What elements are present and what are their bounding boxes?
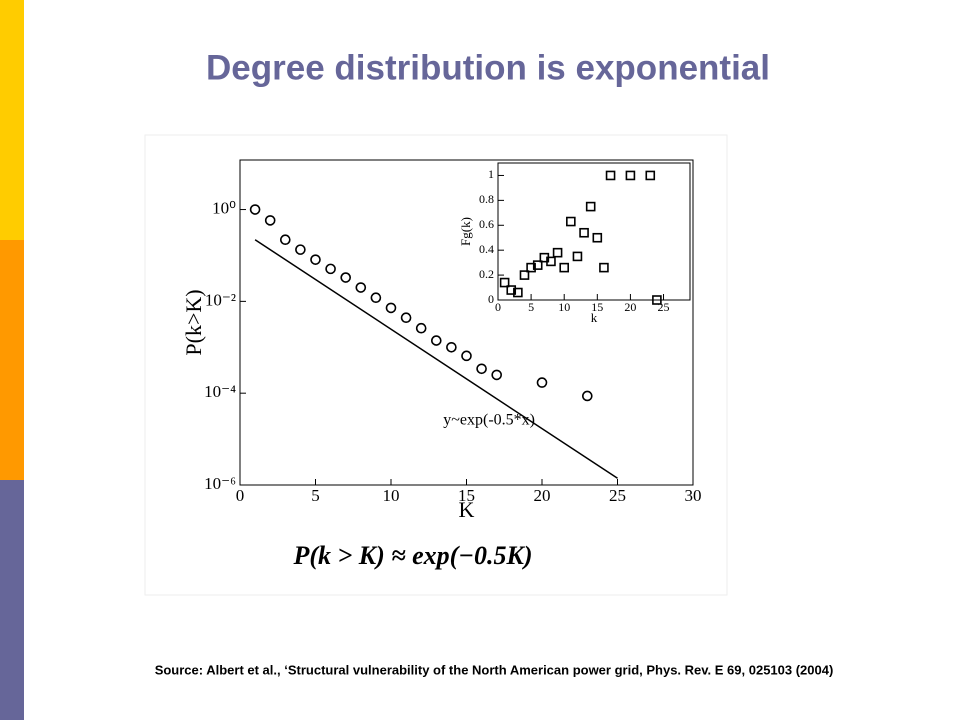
accent-bar <box>0 240 24 480</box>
point <box>552 247 563 258</box>
point <box>513 287 523 298</box>
point <box>599 262 609 273</box>
point <box>325 263 336 275</box>
point <box>572 251 583 262</box>
point <box>592 232 603 243</box>
x-tick-label: 15 <box>458 486 475 505</box>
y-axis-label: P(k>K) <box>181 289 206 355</box>
source-note: Source: Albert et al., ‘Structural vulne… <box>155 662 834 677</box>
point <box>430 335 442 346</box>
y-tick-label: 10⁻⁶ <box>204 474 236 493</box>
accent-bar <box>0 0 24 240</box>
point <box>370 292 382 304</box>
point <box>310 254 321 265</box>
annotation: y~exp(-0.5*x) <box>443 411 535 428</box>
point <box>400 312 412 324</box>
x-tick-label: 10 <box>558 300 570 314</box>
point <box>264 215 276 226</box>
point <box>546 256 556 267</box>
point <box>355 282 367 293</box>
point <box>532 260 543 270</box>
point <box>249 204 261 215</box>
fit-line <box>254 239 618 479</box>
x-tick-label: 5 <box>528 300 534 314</box>
x-tick-label: 10 <box>383 486 400 505</box>
point <box>461 350 472 362</box>
point <box>295 244 306 255</box>
y-axis-label: Fg(k) <box>458 217 473 246</box>
point <box>415 322 427 334</box>
point <box>446 341 457 353</box>
x-tick-label: 25 <box>609 486 626 505</box>
x-axis-label: K <box>459 497 475 522</box>
x-tick-label: 25 <box>658 300 670 314</box>
y-tick-label: 10⁻⁴ <box>204 382 236 401</box>
point <box>506 285 517 295</box>
y-tick-label: 0 <box>488 292 494 306</box>
y-tick-label: 10⁰ <box>212 198 236 217</box>
y-tick-label: 0.6 <box>479 217 494 231</box>
x-axis-label: k <box>591 310 598 325</box>
point <box>499 277 510 288</box>
point <box>526 262 536 273</box>
point <box>581 390 593 402</box>
point <box>279 234 291 246</box>
point <box>519 270 530 280</box>
x-tick-label: 0 <box>236 486 245 505</box>
point <box>625 170 636 181</box>
point <box>340 272 352 283</box>
y-tick-label: 0.2 <box>479 267 494 281</box>
x-tick-label: 15 <box>591 300 603 314</box>
accent-bar <box>0 480 24 720</box>
point <box>476 363 487 375</box>
y-tick-label: 0.8 <box>479 192 494 206</box>
point <box>645 170 656 181</box>
point <box>605 170 616 181</box>
formula: P(k > K) ≈ exp(−0.5K) <box>292 541 532 570</box>
x-tick-label: 30 <box>685 486 702 505</box>
point <box>385 302 397 314</box>
point <box>579 227 589 238</box>
y-tick-label: 10⁻² <box>205 290 236 309</box>
x-tick-label: 20 <box>624 300 636 314</box>
x-tick-label: 0 <box>495 300 501 314</box>
point <box>559 262 570 273</box>
x-tick-label: 5 <box>311 486 320 505</box>
plot-frame <box>497 162 691 301</box>
point <box>585 201 596 212</box>
point <box>652 295 662 305</box>
point <box>566 216 576 227</box>
point <box>536 377 548 388</box>
slide-title: Degree distribution is exponential <box>206 48 770 87</box>
point <box>491 369 503 381</box>
y-tick-label: 0.4 <box>479 242 494 256</box>
x-tick-label: 20 <box>534 486 551 505</box>
y-tick-label: 1 <box>488 167 494 181</box>
